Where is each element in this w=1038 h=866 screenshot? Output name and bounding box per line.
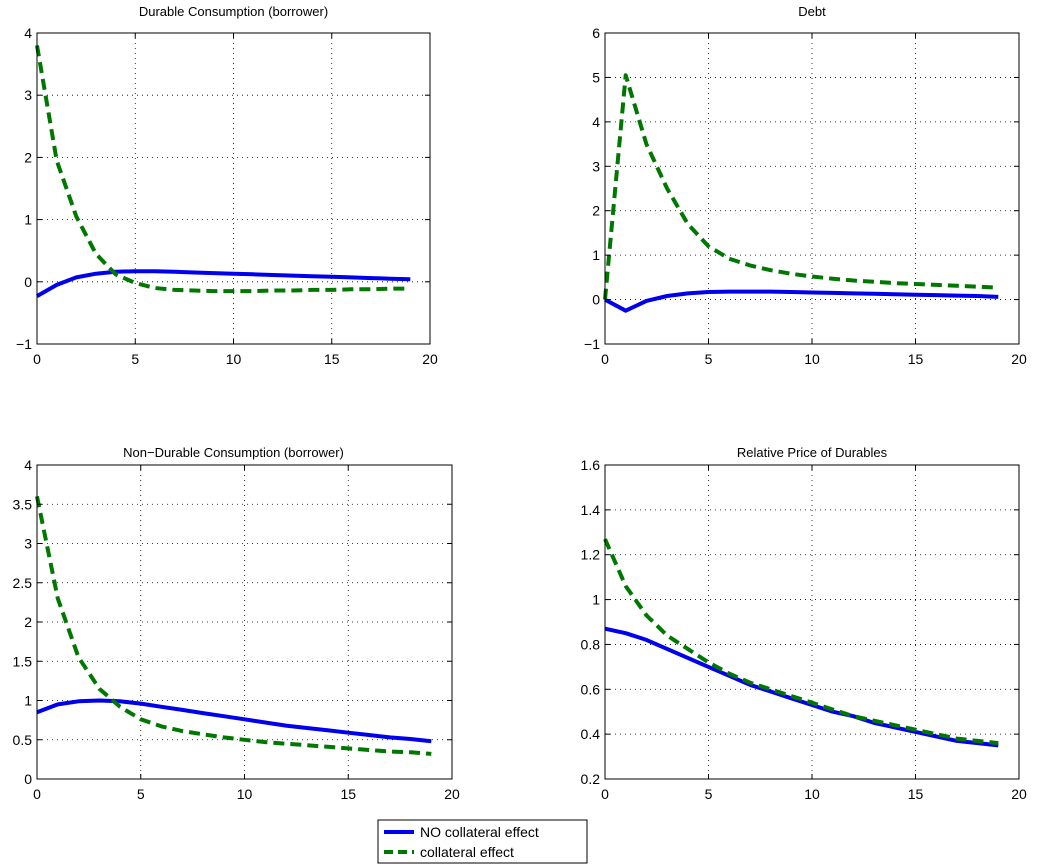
- y-tick-label: 5: [592, 69, 600, 85]
- series-line-collateral: [603, 538, 999, 746]
- x-tick-label: 20: [444, 786, 460, 802]
- x-tick-label: 15: [340, 786, 356, 802]
- y-tick-label: 1: [592, 247, 600, 263]
- y-tick-label: −1: [16, 336, 32, 352]
- legend: NO collateral effect collateral effect: [377, 819, 588, 864]
- legend-label-no-collateral: NO collateral effect: [420, 824, 539, 840]
- x-tick-label: 20: [1011, 351, 1027, 367]
- x-tick-label: 20: [1011, 786, 1027, 802]
- panel-title: Debt: [798, 4, 826, 19]
- panel-relative-price-of-durables: Relative Price of Durables 0 5 10 15 20 0.2 0.…: [581, 445, 1027, 802]
- panel-title: Non−Durable Consumption (borrower): [123, 445, 344, 460]
- y-tick-label: 2: [24, 614, 32, 630]
- series-line-no-collateral: [36, 269, 411, 298]
- series-line-no-collateral: [36, 698, 432, 744]
- y-tick-label: 0.6: [581, 681, 601, 697]
- y-tick-label: 3: [592, 158, 600, 174]
- x-tick-label: 10: [804, 786, 820, 802]
- series-line-collateral: [35, 496, 432, 756]
- y-tick-label: 4: [24, 25, 32, 41]
- panel-non-durable-consumption: Non−Durable Consumption (borrower) 0 5 10 1…: [13, 445, 460, 802]
- y-tick-label: 2: [24, 149, 32, 165]
- x-tick-label: 5: [705, 786, 713, 802]
- x-tick-label: 15: [908, 351, 924, 367]
- y-tick-label: 1.2: [581, 547, 601, 563]
- y-tick-label: 2.5: [13, 575, 33, 591]
- x-tick-label: 5: [137, 786, 145, 802]
- y-tick-label: 0.5: [13, 732, 33, 748]
- panel-title: Durable Consumption (borrower): [139, 4, 328, 19]
- y-tick-label: 6: [592, 25, 600, 41]
- x-tick-label: 10: [226, 351, 242, 367]
- panel-title: Relative Price of Durables: [737, 445, 888, 460]
- y-tick-label: 0.4: [581, 726, 601, 742]
- x-tick-label: 0: [601, 351, 609, 367]
- y-tick-label: 3: [24, 536, 32, 552]
- y-tick-label: 2: [592, 203, 600, 219]
- series-line-no-collateral: [604, 626, 999, 748]
- plot-area: [605, 465, 1019, 779]
- y-tick-label: 3: [24, 87, 32, 103]
- panel-durable-consumption: Durable Consumption (borrower) 0 5 10 15 20−…: [16, 4, 438, 367]
- legend-box: [377, 819, 588, 864]
- x-tick-label: 20: [422, 351, 438, 367]
- series-line-collateral: [35, 45, 411, 294]
- x-tick-label: 15: [324, 351, 340, 367]
- x-tick-label: 10: [804, 351, 820, 367]
- y-tick-label: 1.6: [581, 457, 601, 473]
- legend-label-collateral: collateral effect: [420, 844, 514, 860]
- y-tick-label: 0.8: [581, 636, 601, 652]
- y-tick-label: 4: [24, 457, 32, 473]
- x-tick-label: 10: [237, 786, 253, 802]
- y-tick-label: 0: [24, 274, 32, 290]
- x-tick-label: 5: [131, 351, 139, 367]
- x-tick-label: 15: [908, 786, 924, 802]
- plot-area: [37, 465, 452, 779]
- y-tick-label: 0.2: [581, 771, 601, 787]
- y-tick-label: −1: [584, 336, 600, 352]
- y-tick-label: 1: [592, 592, 600, 608]
- x-tick-label: 0: [33, 786, 41, 802]
- y-tick-label: 0: [592, 292, 600, 308]
- x-tick-label: 0: [601, 786, 609, 802]
- y-tick-label: 4: [592, 114, 600, 130]
- x-tick-label: 0: [33, 351, 41, 367]
- x-tick-label: 5: [705, 351, 713, 367]
- y-tick-label: 1.5: [13, 653, 33, 669]
- series-line-collateral: [603, 73, 999, 300]
- y-tick-label: 1: [24, 693, 32, 709]
- y-tick-label: 0: [24, 771, 32, 787]
- y-tick-label: 3.5: [13, 496, 33, 512]
- y-tick-label: 1: [24, 212, 32, 228]
- series-line-no-collateral: [604, 289, 999, 313]
- y-tick-label: 1.4: [581, 502, 601, 518]
